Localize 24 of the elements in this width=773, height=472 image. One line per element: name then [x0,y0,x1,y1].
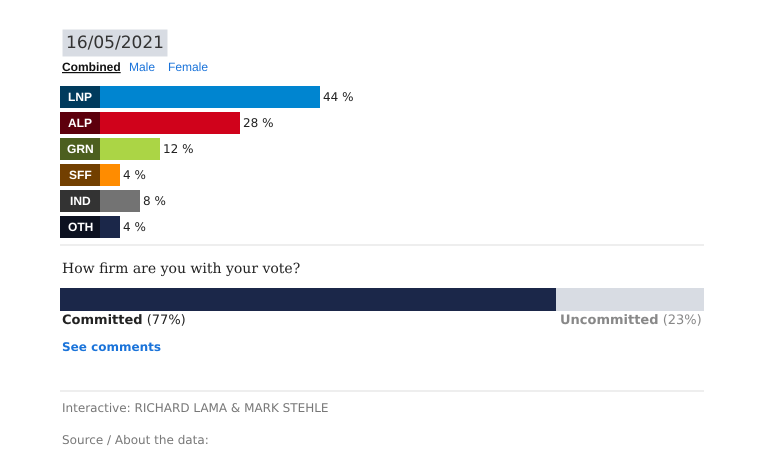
text: Male [129,60,156,74]
data-label: 4 % [123,168,146,182]
series-label: Uncommitted [560,313,659,328]
chart-title: How firm are you with your vote? [62,261,300,277]
data-label: 8 % [143,194,166,208]
data-label: (77%) [146,313,186,328]
series-label: Committed [62,313,143,328]
data-label: (23%) [662,313,702,328]
y-tick-label: ALP [68,116,92,130]
text: Interactive: RICHARD LAMA & MARK STEHLE [62,401,329,415]
y-tick-label: GRN [67,142,94,156]
text: Combined [62,60,121,74]
y-tick-label: OTH [68,220,94,234]
y-tick-label: SFF [69,168,92,182]
data-label: 28 % [243,116,274,130]
data-label: 44 % [323,90,354,104]
data-label: 12 % [163,142,194,156]
data-label: 4 % [123,220,146,234]
text: Female [168,60,208,74]
text: 16/05/2021 [66,33,164,53]
y-tick-label: LNP [68,90,92,104]
y-tick-label: IND [70,194,91,208]
source-note: Source / About the data: [62,433,209,447]
text: See comments [62,340,162,354]
